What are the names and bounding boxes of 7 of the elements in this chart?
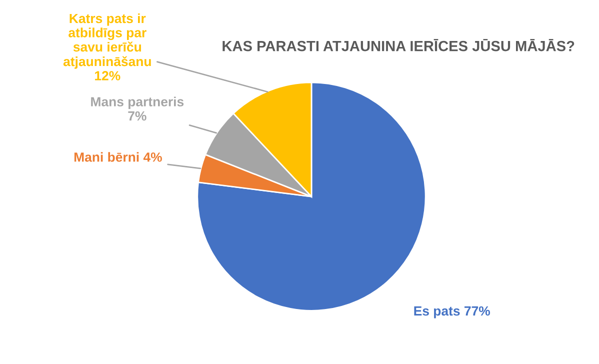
slice-label: Katrs pats ir atbildīgs par savu ierīču atjaunināšanu: [63, 13, 151, 69]
slice-label: Mani bērni 4%: [74, 152, 162, 162]
slice-label: Es pats 77%: [414, 306, 490, 318]
data-label: 12%: [95, 71, 120, 80]
data-label: 7%: [128, 111, 146, 121]
slice-label: Mans partneris: [91, 96, 184, 110]
text: KAS PARASTI ATJAUNINA IERĪCES JŪSU MĀJĀS?: [222, 38, 574, 52]
